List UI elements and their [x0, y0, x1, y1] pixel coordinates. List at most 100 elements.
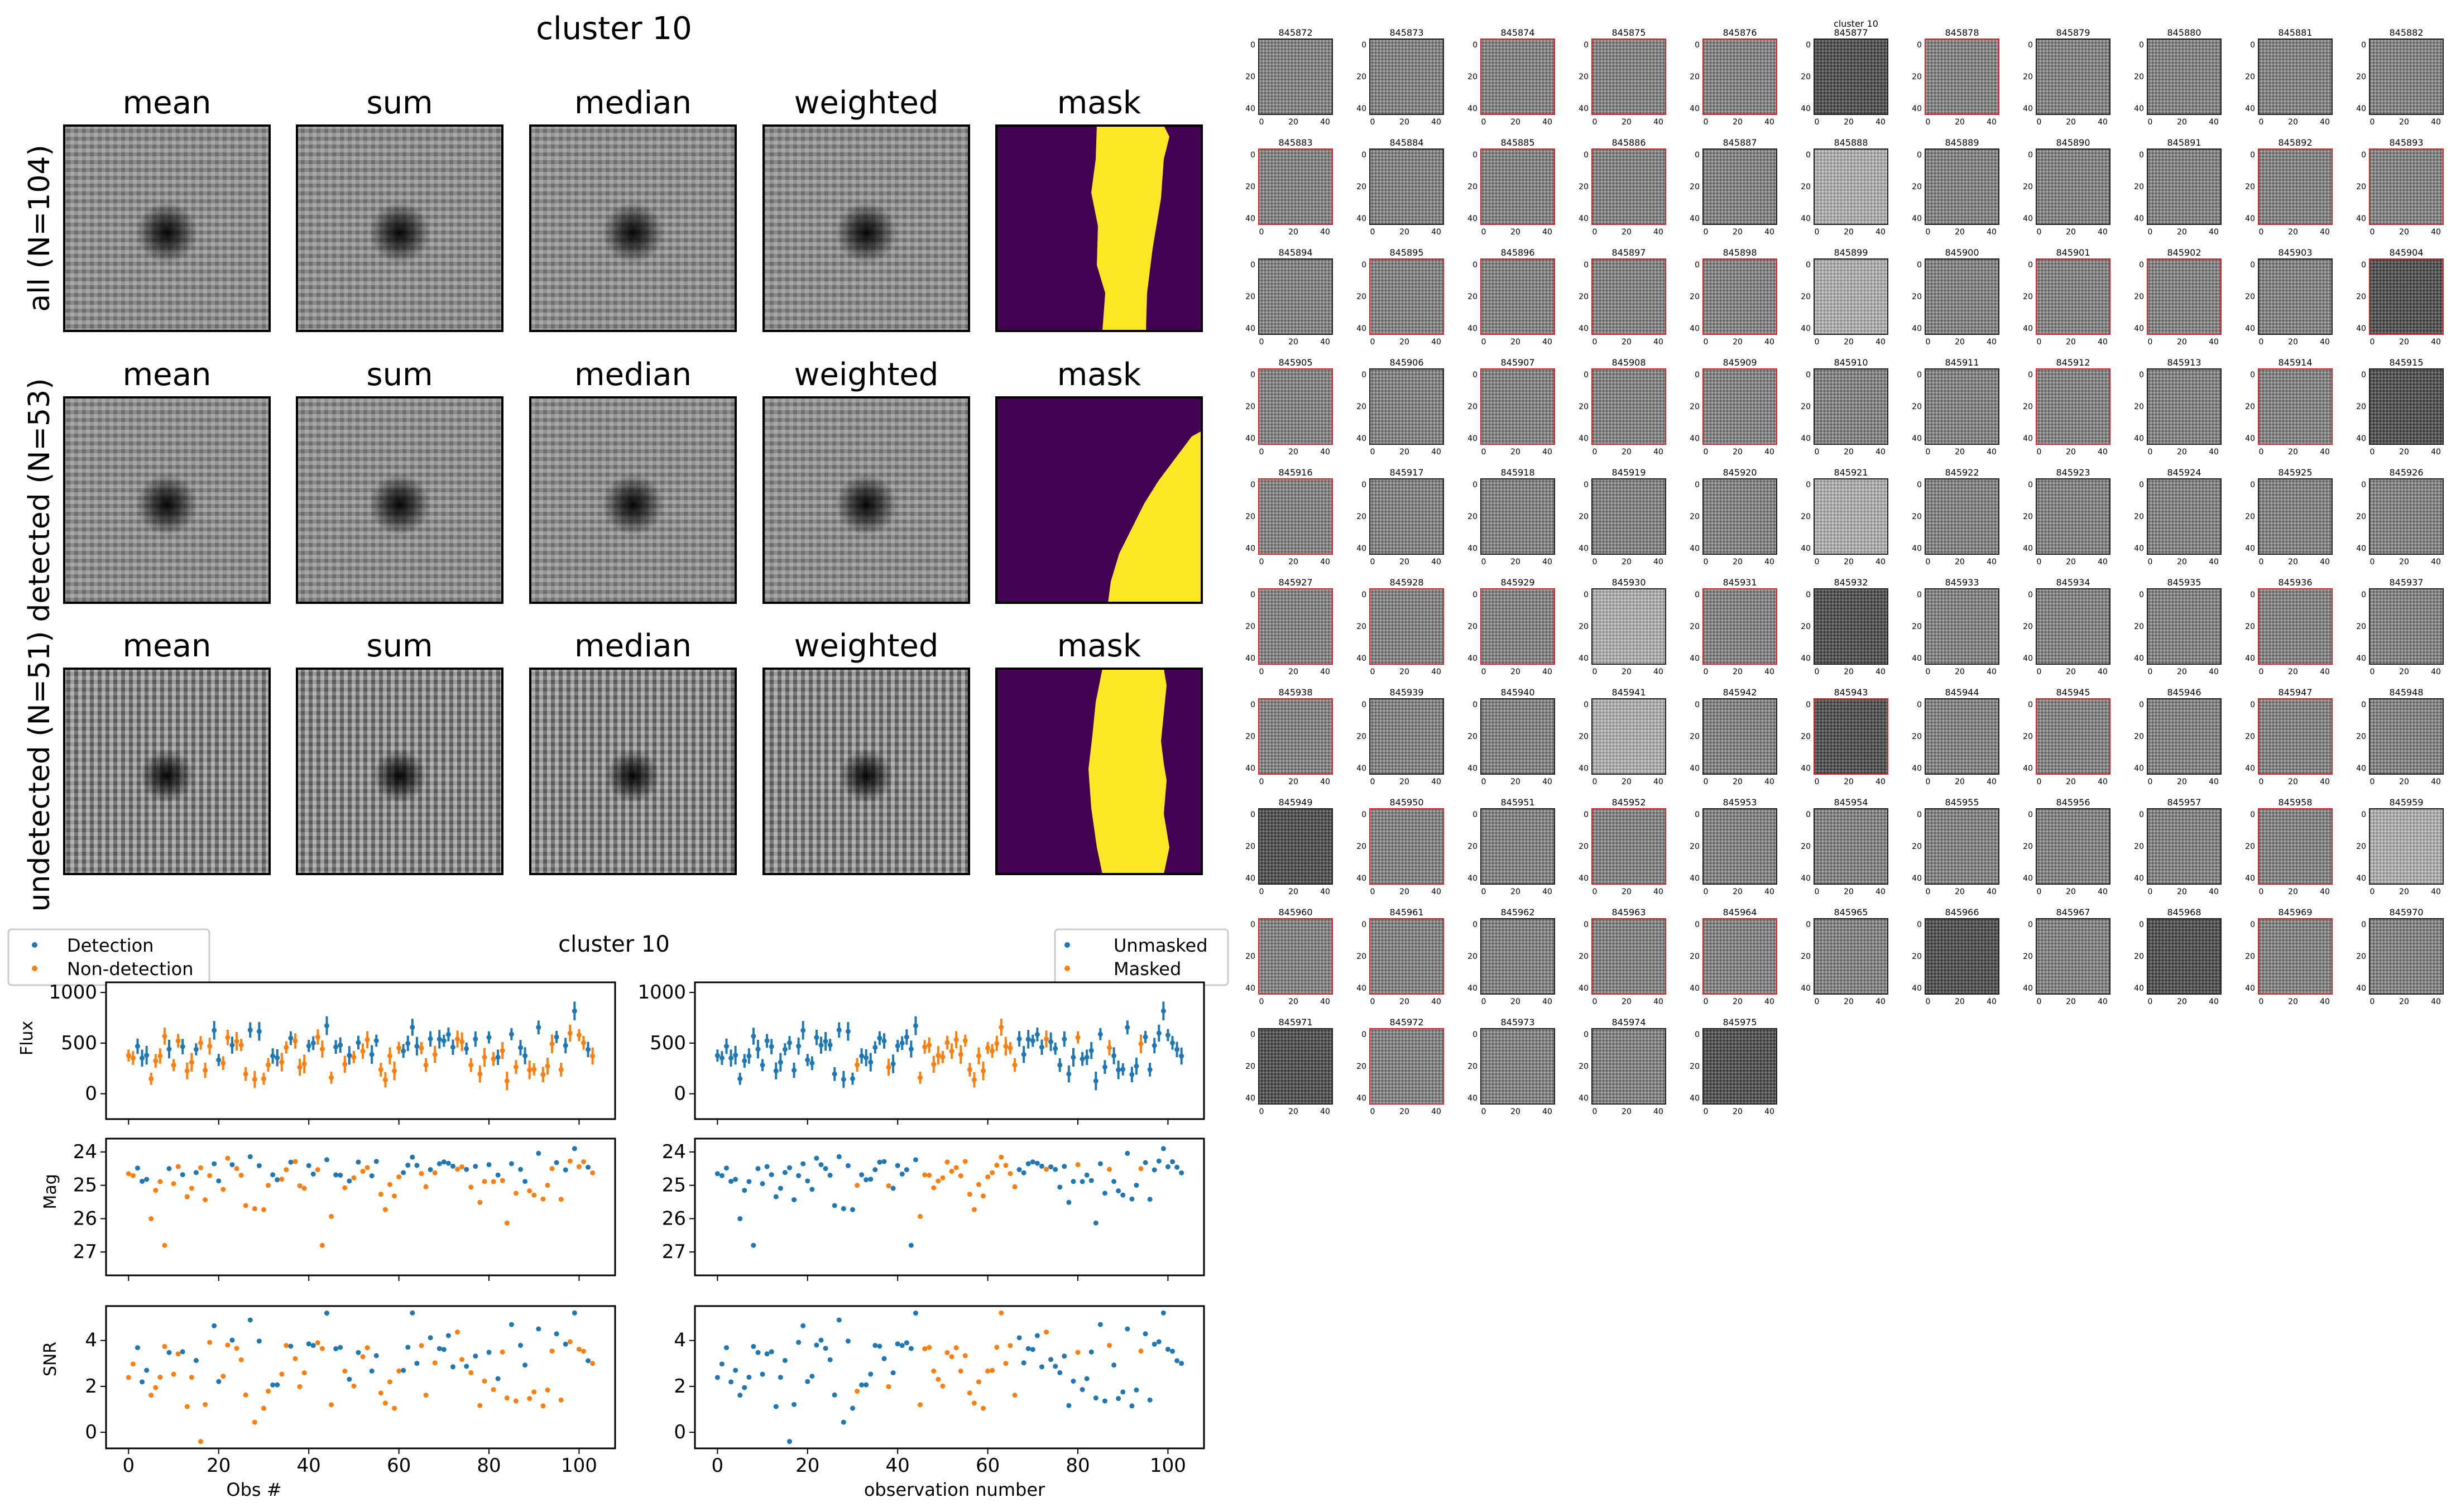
thumbnail-ytick: 0 — [1250, 1030, 1255, 1039]
data-point — [261, 1076, 266, 1082]
thumbnail-image — [1925, 589, 1999, 664]
thumbnail-frame — [2258, 698, 2333, 775]
data-point — [428, 1167, 433, 1173]
thumbnail-ytick: 20 — [1690, 292, 1700, 301]
data-point — [1080, 1056, 1085, 1062]
row-label-1: detected (N=53) — [23, 378, 56, 622]
data-point — [714, 1053, 720, 1058]
thumbnail-ytick: 20 — [1356, 402, 1366, 411]
thumbnail-ytick: 0 — [1584, 700, 1589, 709]
data-point — [576, 1346, 582, 1352]
thumbnail-image — [2036, 919, 2110, 994]
data-point — [382, 1207, 388, 1212]
thumbnail-image — [2147, 39, 2221, 114]
data-point — [927, 1042, 932, 1048]
thumbnail-image — [2036, 259, 2110, 334]
thumbnail-xtick: 40 — [2320, 668, 2330, 676]
data-point — [1165, 1164, 1171, 1169]
legend-marker-masked — [1064, 966, 1070, 971]
data-point — [203, 1068, 208, 1073]
thumbnail-ytick: 0 — [2028, 371, 2033, 380]
data-point — [1008, 1343, 1013, 1348]
data-point — [373, 1353, 379, 1359]
thumbnail-xtick: 20 — [2066, 558, 2076, 567]
data-point — [809, 1060, 815, 1066]
thumbnail-frame — [1814, 588, 1888, 665]
data-point — [1057, 1370, 1063, 1375]
data-point — [733, 1367, 738, 1373]
data-point — [212, 1161, 217, 1167]
data-point — [477, 1403, 483, 1408]
thumbnail-xtick: 40 — [1542, 1107, 1552, 1116]
data-point — [554, 1331, 559, 1337]
thumbnail-xtick: 20 — [1733, 1107, 1743, 1116]
data-point — [266, 1183, 271, 1188]
thumbnail-label: 845875 — [1611, 27, 1646, 38]
thumbnail-frame — [2369, 39, 2444, 115]
data-point — [1012, 1184, 1018, 1189]
data-point — [275, 1382, 280, 1388]
legend-marker-detection — [32, 942, 37, 948]
data-point — [850, 1405, 855, 1411]
thumbnail-xtick: 0 — [1481, 997, 1486, 1006]
thumbnail-xtick: 20 — [1288, 887, 1298, 896]
panel-frame — [529, 668, 737, 875]
data-point — [751, 1242, 756, 1248]
thumbnail-image — [1703, 149, 1777, 224]
thumbnail-xtick: 0 — [1481, 448, 1486, 457]
thumbnail-ytick: 20 — [1579, 73, 1589, 81]
thumbnail-frame — [1702, 808, 1777, 885]
thumbnail-label: 845967 — [2056, 907, 2090, 918]
thumbnail-xtick: 0 — [1704, 777, 1709, 786]
thumbnail-image — [1592, 149, 1666, 224]
data-point — [130, 1055, 136, 1061]
data-point — [203, 1197, 208, 1203]
thumbnail-image — [2147, 589, 2221, 664]
thumbnail-ytick: 0 — [1695, 261, 1700, 270]
data-point — [936, 1178, 941, 1184]
data-point — [468, 1184, 474, 1190]
thumbnail-xtick: 40 — [1653, 448, 1663, 457]
thumbnail-label: 845939 — [1389, 687, 1423, 698]
thumbnail-xtick: 20 — [1510, 448, 1520, 457]
data-point — [401, 1170, 406, 1175]
data-point — [157, 1053, 163, 1059]
thumbnail-ytick: 0 — [2361, 371, 2366, 380]
thumbnail-image — [1925, 39, 1999, 114]
thumbnail-xtick: 40 — [1320, 777, 1330, 786]
thumbnail-label: 845873 — [1389, 27, 1423, 38]
panel-frame — [995, 124, 1203, 332]
thumbnail-ytick: 40 — [1579, 434, 1589, 443]
data-point — [243, 1071, 248, 1077]
data-point — [590, 1361, 596, 1366]
thumbnail-xtick: 20 — [2177, 997, 2187, 1006]
thumbnail-label: 845920 — [1723, 467, 1757, 478]
data-point — [297, 1384, 303, 1389]
thumbnail-xtick: 40 — [1875, 118, 1886, 127]
data-point — [1008, 1171, 1013, 1177]
data-point — [1088, 1048, 1094, 1053]
data-point — [207, 1043, 213, 1049]
xlabel-left: Obs # — [226, 1479, 281, 1500]
data-point — [482, 1179, 487, 1184]
data-point — [962, 1353, 968, 1359]
thumbnail-ytick: 0 — [2250, 41, 2255, 50]
data-point — [586, 1358, 591, 1364]
thumbnail-ytick: 0 — [2250, 810, 2255, 819]
thumbnail-frame — [2147, 39, 2222, 115]
thumbnail-frame — [1702, 588, 1777, 665]
thumbnail-ytick: 20 — [1245, 952, 1255, 961]
thumbnail-xtick: 40 — [2098, 997, 2108, 1006]
stack-panel-weighted-1 — [762, 396, 970, 604]
data-point — [1129, 1196, 1135, 1202]
thumbnail-label: 845966 — [1945, 907, 1979, 918]
thumbnail-ytick: 40 — [2134, 654, 2144, 663]
ytick-label: 0 — [85, 1421, 97, 1443]
